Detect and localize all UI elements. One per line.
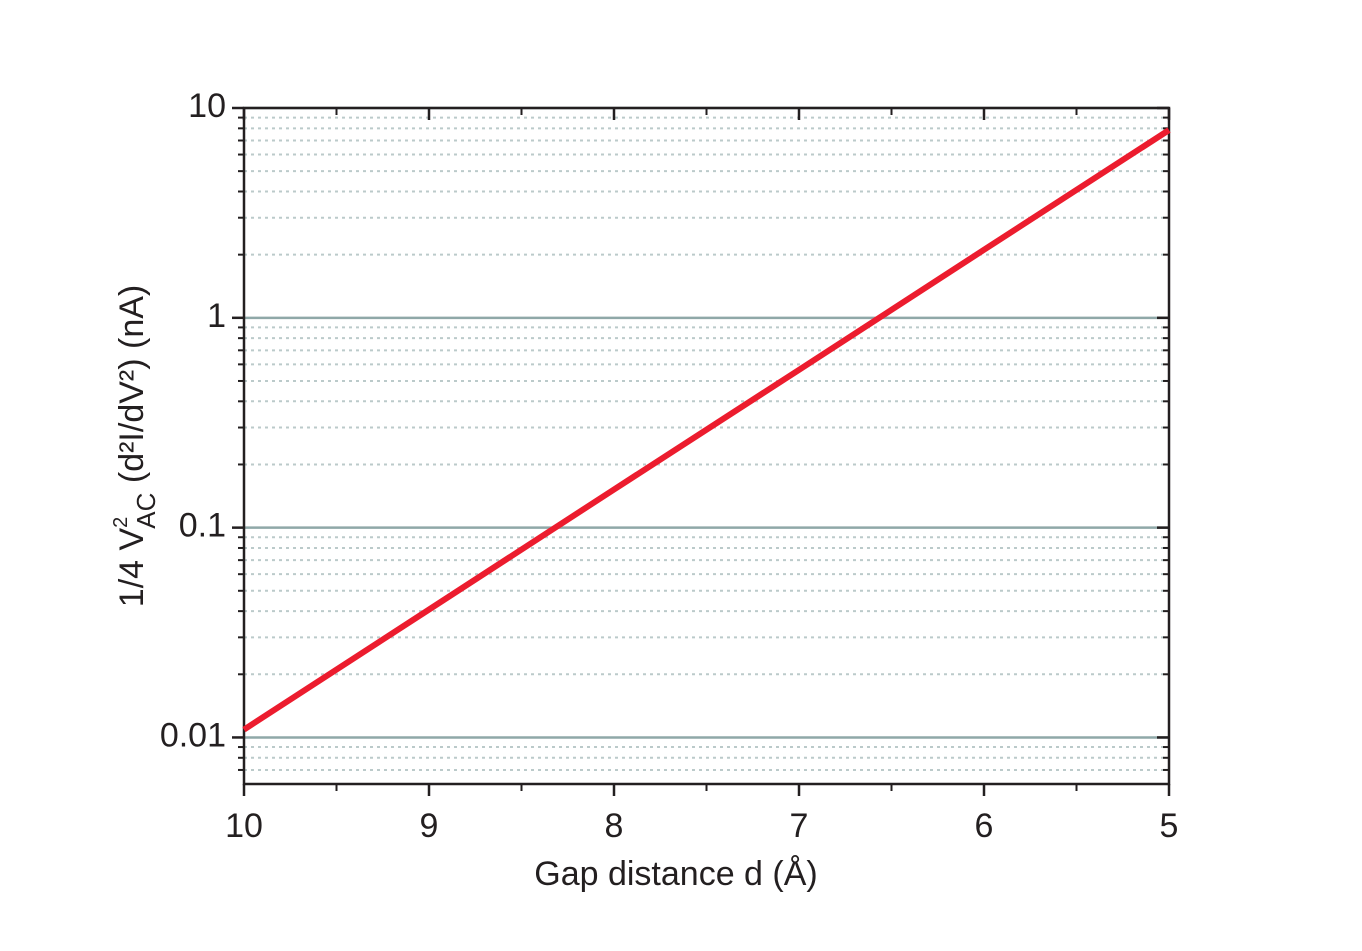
y-tick-label: 0.01 <box>160 716 226 754</box>
y-label-rest: (d²I/dV²) (nA) <box>113 285 151 493</box>
y-tick-label: 10 <box>188 87 226 125</box>
x-tick-label: 7 <box>790 807 809 845</box>
y-label-main: 1/4 V <box>113 528 151 608</box>
y-tick-label: 1 <box>207 297 226 335</box>
x-tick-label: 9 <box>420 807 439 845</box>
x-tick-label: 5 <box>1160 807 1179 845</box>
x-tick-label: 8 <box>605 807 624 845</box>
y-axis-label: 1/4 V2AC (d²I/dV²) (nA) <box>110 285 161 607</box>
y-label-sup: 2 <box>110 517 132 528</box>
x-tick-label: 6 <box>975 807 994 845</box>
data-line <box>242 127 1171 733</box>
y-label-sub: AC <box>131 493 161 529</box>
x-axis-label: Gap distance d (Å) <box>534 855 817 893</box>
x-tick-label: 10 <box>225 807 263 845</box>
y-tick-label: 0.1 <box>179 507 226 545</box>
plot-frame <box>242 106 1171 786</box>
